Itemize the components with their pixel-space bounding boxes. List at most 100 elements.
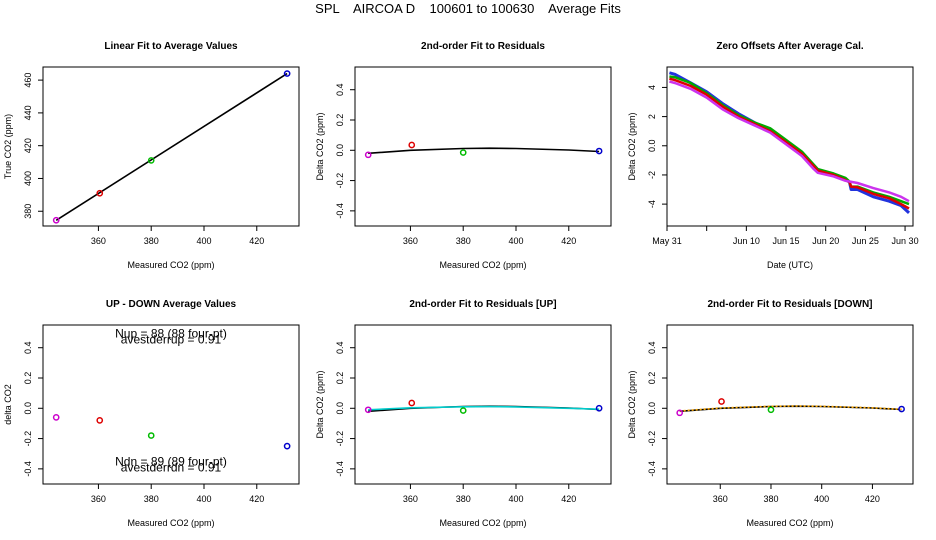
series-line — [669, 77, 910, 210]
data-point — [52, 216, 60, 224]
x-tick-label: Jun 25 — [852, 236, 879, 246]
y-tick-label: 400 — [23, 171, 33, 186]
annotation-text: Nup = 88 (88 four-pt) — [115, 327, 227, 341]
y-tick-label: 460 — [23, 73, 33, 88]
plot-frame — [666, 324, 914, 485]
y-axis-label: Delta CO2 (ppm) — [315, 112, 325, 180]
plot-frame — [354, 66, 612, 227]
x-axis-label: Measured CO2 (ppm) — [439, 260, 526, 270]
fit-line — [368, 405, 600, 411]
data-point — [718, 398, 725, 405]
data-point — [408, 141, 416, 149]
y-tick-label: 0.2 — [335, 372, 345, 385]
data-point — [52, 414, 60, 421]
y-tick-label: 440 — [23, 105, 33, 120]
y-tick-label: -0.4 — [23, 461, 33, 477]
y-tick-label: 0.4 — [647, 341, 657, 354]
data-point — [676, 409, 684, 417]
y-axis-label: delta CO2 — [3, 384, 13, 425]
data-point — [364, 406, 372, 414]
y-axis-label: True CO2 (ppm) — [3, 114, 13, 179]
y-tick-label: -0.4 — [335, 203, 345, 219]
chart-title: 2nd-order Fit to Residuals [UP] — [409, 299, 556, 310]
y-tick-label: -0.2 — [335, 431, 345, 447]
x-tick-label: 400 — [508, 236, 523, 246]
chart-panel-4: UP - DOWN Average Values Measured CO2 (pp… — [3, 299, 300, 528]
x-tick-label: 360 — [91, 494, 106, 504]
y-tick-label: 4 — [647, 85, 657, 90]
y-axis-label: Delta CO2 (ppm) — [627, 370, 637, 438]
y-tick-label: 0.0 — [23, 402, 33, 415]
x-tick-label: Jun 30 — [892, 236, 919, 246]
data-point — [283, 442, 291, 450]
data-point — [96, 417, 104, 424]
chart-title: Linear Fit to Average Values — [104, 41, 238, 52]
annotation-text: Ndn = 89 (89 four-pt) — [115, 455, 227, 469]
data-point — [147, 157, 155, 164]
x-tick-label: 400 — [508, 494, 523, 504]
y-tick-label: 0.0 — [335, 402, 345, 415]
data-point — [898, 405, 905, 413]
chart-panel-5: 2nd-order Fit to Residuals [UP] Measured … — [315, 299, 612, 528]
y-axis-label: Delta CO2 (ppm) — [315, 370, 325, 438]
plot-frame — [666, 66, 914, 227]
x-tick-label: 400 — [196, 494, 211, 504]
data-point — [459, 149, 467, 156]
y-tick-label: -0.2 — [23, 431, 33, 447]
chart-panel-3: Zero Offsets After Average Cal. Date (UTC… — [627, 41, 919, 270]
y-tick-label: 0.4 — [23, 341, 33, 354]
y-tick-label: 0.0 — [335, 144, 345, 157]
plot-frame — [42, 324, 300, 485]
y-tick-label: 0.0 — [647, 140, 657, 153]
x-tick-label: 420 — [249, 236, 264, 246]
x-axis-label: Measured CO2 (ppm) — [127, 518, 214, 528]
y-tick-label: 0.4 — [335, 83, 345, 96]
y-tick-label: 0.4 — [335, 341, 345, 354]
x-axis-label: Measured CO2 (ppm) — [746, 518, 833, 528]
x-tick-label: 360 — [403, 494, 418, 504]
y-tick-label: 420 — [23, 138, 33, 153]
x-tick-label: 360 — [713, 494, 728, 504]
x-tick-label: 400 — [814, 494, 829, 504]
y-tick-label: -2 — [647, 171, 657, 179]
x-tick-label: 380 — [144, 494, 159, 504]
y-tick-label: 2 — [647, 114, 657, 119]
x-tick-label: 380 — [144, 236, 159, 246]
chart-panel-2: 2nd-order Fit to Residuals Measured CO2 (… — [315, 41, 612, 270]
plot-frame — [354, 324, 612, 485]
data-point — [147, 432, 155, 439]
data-point — [767, 406, 775, 414]
chart-title: UP - DOWN Average Values — [106, 299, 237, 310]
chart-title: 2nd-order Fit to Residuals — [421, 41, 545, 52]
series-line — [669, 80, 910, 203]
chart-title: Zero Offsets After Average Cal. — [716, 41, 863, 52]
y-tick-label: -0.2 — [335, 173, 345, 189]
y-tick-label: 0.2 — [335, 114, 345, 127]
chart-panel-1: Linear Fit to Average Values Measured CO2… — [3, 41, 300, 270]
x-tick-label: 420 — [249, 494, 264, 504]
y-tick-label: -0.2 — [647, 431, 657, 447]
fit-line — [679, 405, 902, 412]
x-tick-label: 420 — [561, 236, 576, 246]
x-tick-label: 380 — [763, 494, 778, 504]
fit-line — [368, 147, 600, 155]
y-axis-label: Delta CO2 (ppm) — [627, 112, 637, 180]
x-tick-label: May 31 — [652, 236, 682, 246]
x-tick-label: 420 — [865, 494, 880, 504]
x-axis-label: Date (UTC) — [767, 260, 813, 270]
y-tick-label: 0.0 — [647, 402, 657, 415]
x-tick-label: 380 — [456, 494, 471, 504]
x-tick-label: Jun 15 — [773, 236, 800, 246]
y-tick-label: 380 — [23, 204, 33, 219]
y-tick-label: 0.2 — [647, 372, 657, 385]
y-tick-label: -4 — [647, 200, 657, 208]
x-tick-label: 360 — [403, 236, 418, 246]
chart-panel-6: 2nd-order Fit to Residuals [DOWN] Measure… — [627, 299, 914, 528]
data-point — [283, 70, 291, 77]
chart-title: 2nd-order Fit to Residuals [DOWN] — [708, 299, 873, 310]
y-tick-label: -0.4 — [335, 461, 345, 477]
annotation-text: avestderrdn = 0.91 — [121, 460, 222, 474]
x-tick-label: 400 — [196, 236, 211, 246]
data-point — [595, 147, 603, 155]
